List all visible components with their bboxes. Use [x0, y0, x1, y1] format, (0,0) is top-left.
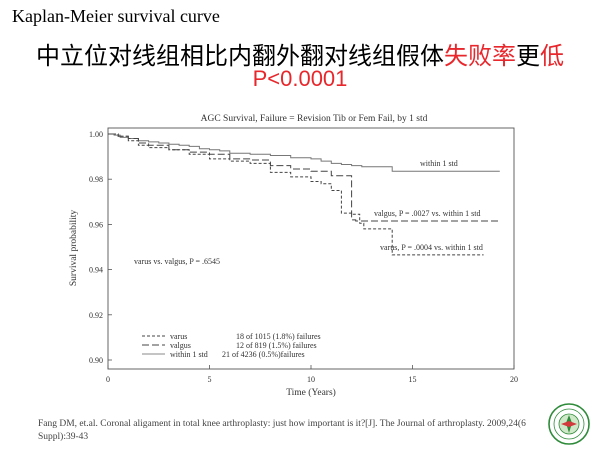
title-zh-part-1: 中立位对线组相比内翻外翻对线组假体	[36, 42, 444, 70]
title-zh-failure-rate: 失败率	[444, 42, 516, 70]
x-tick-label: 20	[510, 375, 518, 384]
annotation-within: within 1 std	[420, 159, 458, 168]
p-value-label: P<0.0001	[252, 66, 348, 91]
y-axis-label: Survival probability	[69, 210, 79, 287]
slide-title-english: Kaplan-Meier survival curve	[12, 6, 220, 26]
legend-text-varus: 18 of 1015 (1.8%) failures	[236, 332, 321, 341]
legend-name-valgus: valgus	[170, 341, 191, 350]
y-axis-ticks: 0.90 0.92 0.94 0.96 0.98 1.00	[89, 130, 112, 365]
x-axis-label: Time (Years)	[286, 387, 336, 398]
series-lines	[108, 133, 500, 256]
reference-citation: Fang DM, et.al. Coronal aligament in tot…	[38, 419, 526, 442]
university-seal-logo	[548, 403, 590, 445]
annotation-varus-vs-valgus: varus vs. valgus, P = .6545	[134, 257, 220, 266]
x-tick-label: 10	[307, 375, 315, 384]
title-zh-part-2: 更	[516, 42, 540, 70]
km-survival-chart: AGC Survival, Failure = Revision Tib or …	[69, 114, 518, 398]
y-tick-label: 0.92	[89, 311, 103, 320]
y-tick-label: 0.96	[89, 220, 103, 229]
chart-title: AGC Survival, Failure = Revision Tib or …	[201, 114, 428, 124]
annotation-varus: varus, P = .0004 vs. within 1 std	[380, 243, 483, 252]
series-line-valgus	[108, 133, 500, 222]
series-line-within-1-std	[108, 133, 500, 172]
annotation-valgus: valgus, P = .0027 vs. within 1 std	[374, 209, 480, 218]
legend-name-varus: varus	[170, 332, 187, 341]
legend-text-within: 21 of 4236 (0.5%)failures	[222, 350, 305, 359]
legend-name-within: within 1 std	[170, 350, 208, 359]
legend-text-valgus: 12 of 819 (1.5%) failures	[236, 341, 317, 350]
y-tick-label: 1.00	[89, 130, 103, 139]
series-line-varus	[108, 133, 484, 256]
slide-title-chinese: 中立位对线组相比内翻外翻对线组假体失败率更低	[0, 36, 600, 71]
y-tick-label: 0.94	[89, 266, 103, 275]
y-tick-label: 0.90	[89, 356, 103, 365]
x-tick-label: 5	[208, 375, 212, 384]
x-tick-label: 15	[409, 375, 417, 384]
legend: varus 18 of 1015 (1.8%) failures valgus …	[142, 332, 321, 359]
y-tick-label: 0.98	[89, 175, 103, 184]
title-zh-lower: 低	[540, 42, 564, 70]
x-axis-ticks: 0 5 10 15 20	[106, 365, 518, 384]
x-tick-label: 0	[106, 375, 110, 384]
